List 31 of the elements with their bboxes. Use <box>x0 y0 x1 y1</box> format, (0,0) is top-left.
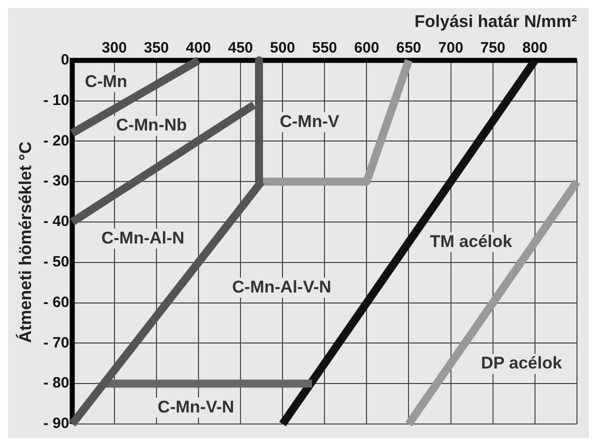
y-tick-label: - 10 <box>43 92 70 109</box>
y-tick-label: - 50 <box>43 254 70 271</box>
y-tick-label: - 40 <box>43 213 70 230</box>
annotation: C-Mn <box>84 72 128 91</box>
y-tick-label: 0 <box>60 52 70 69</box>
annotation: DP acélok <box>480 354 562 373</box>
annotation: C-Mn-Nb <box>116 116 187 135</box>
annotation: C-Mn-V <box>280 112 340 131</box>
y-tick-label: - 60 <box>43 294 70 311</box>
y-tick-label: - 90 <box>43 415 70 432</box>
y-tick-label: - 80 <box>43 374 70 392</box>
annotation: C-Mn-Al-V-N <box>232 277 332 296</box>
annotation: TM acélok <box>430 232 513 251</box>
x-tick-label: 750 <box>480 40 506 57</box>
x-tick-label: 700 <box>438 40 464 57</box>
x-tick-label: 300 <box>102 40 127 57</box>
x-tick-label: 550 <box>312 40 338 57</box>
x-tick-label: 650 <box>396 40 422 57</box>
x-tick-label: 350 <box>144 40 169 57</box>
x-tick-label: 600 <box>354 40 380 57</box>
x-tick-label: 400 <box>186 40 211 57</box>
y-tick-label: - 70 <box>43 334 70 352</box>
y-axis-title: Átmeneti hömérséklet °C <box>14 141 35 343</box>
x-tick-label: 500 <box>270 40 296 57</box>
y-tick-label: - 20 <box>43 132 70 150</box>
x-tick-label: 800 <box>522 40 548 57</box>
annotation: C-Mn-Al-N <box>101 228 184 248</box>
x-tick-label: 450 <box>228 40 254 57</box>
y-tick-label: - 30 <box>43 172 70 190</box>
x-axis-title: Folyási határ N/mm² <box>414 12 578 31</box>
annotation: C-Mn-V-N <box>158 397 234 416</box>
